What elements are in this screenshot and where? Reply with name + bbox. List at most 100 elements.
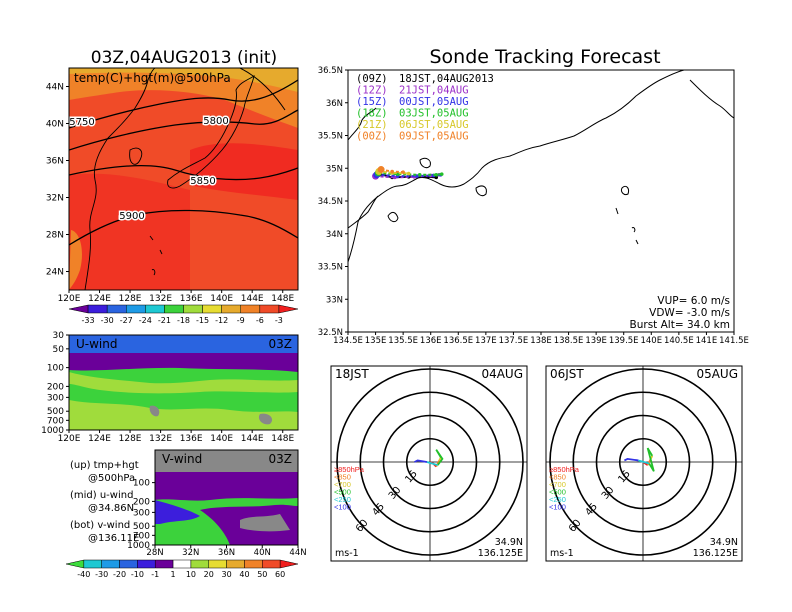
hodo-trace-4 (426, 461, 438, 466)
hodo-level-label: <500 (334, 488, 351, 497)
colorbar-swatch (259, 304, 280, 314)
legend-code: (21Z) (356, 119, 388, 131)
hodo-unit: ms-1 (550, 548, 574, 559)
colorbar-label: -9 (237, 316, 245, 325)
colorbar-label: -12 (215, 316, 228, 325)
track-point (401, 170, 405, 174)
track-lon-tick-label: 141E (696, 336, 718, 346)
track-lon-tick-label: 138.5E (554, 336, 584, 346)
uwind-field-light (69, 372, 298, 394)
hodo-level-label: <250 (549, 495, 566, 504)
vwind-x-tick-label: 44N (289, 548, 306, 558)
lon-tick-label: 140E (210, 294, 233, 304)
track-lat-ticks: 36.5N 36N 35.5N 35N 34.5N 34N 33.5N 33N 32.5N (318, 66, 348, 338)
wind-colorbar-swatch (172, 559, 192, 569)
uwind-x-tick-label: 144E (241, 434, 264, 444)
colorbar-label: -3 (275, 316, 283, 325)
contour-label-5800: 5800 (203, 116, 228, 127)
hodo-level-label: <850 (334, 473, 351, 482)
coast-izu-islands (615, 185, 639, 245)
hodo-trace-5 (623, 457, 639, 462)
hodo-time: 18JST (335, 367, 369, 381)
hodo-rings (546, 366, 742, 561)
uwind-x-tick-label: 140E (210, 434, 233, 444)
lat-tick-label: 44N (46, 83, 64, 93)
track-lon-tick-label: 141.5E (719, 336, 749, 346)
temp-field-band-6 (69, 68, 298, 128)
contour-5750 (69, 79, 298, 129)
wind-colorbar-label: 30 (222, 570, 232, 579)
track-lat-tick-label: 33N (326, 295, 343, 305)
vwind-y-tick-label: 200 (133, 497, 150, 507)
vwind-x-tick-label: 36N (218, 548, 235, 558)
note-mid-level: @34.86N (88, 503, 134, 514)
track-lon-tick-label: 135E (365, 336, 387, 346)
info-burst: Burst Alt= 34.0 km (630, 319, 730, 331)
wind-colorbar-swatch (190, 559, 210, 569)
lon-tick-label: 120E (58, 294, 81, 304)
colorbar-label: -24 (139, 316, 152, 325)
wind-colorbar-label: 20 (204, 570, 214, 579)
uwind-y-tick-label: 500 (47, 407, 64, 417)
hodo-level-label: <700 (549, 480, 566, 489)
uwind-frame (68, 334, 299, 431)
track-point (390, 169, 394, 174)
hodo-lat: 34.9N (710, 537, 738, 548)
wind-colorbar-swatch (208, 559, 227, 569)
legend-time: 00JST,05AUG (399, 96, 469, 108)
wind-colorbar-label: -20 (113, 570, 126, 579)
note-up-level: @500hPa (88, 473, 135, 484)
vwind-label: V-wind (162, 452, 202, 466)
lon-tick-label: 124E (88, 294, 111, 304)
contour-label-5850: 5850 (190, 176, 215, 187)
track-lon-tick-label: 138E (530, 336, 552, 346)
wind-colorbar-label: 1 (171, 570, 176, 579)
track-lon-tick-label: 134.5E (333, 336, 363, 346)
track-point (434, 173, 439, 177)
colorbar-label: -30 (101, 316, 114, 325)
wind-colorbar-swatch (101, 559, 120, 569)
track-lon-tick-label: 136.5E (443, 336, 473, 346)
temp-field-band-9 (69, 68, 298, 92)
legend-code: (12Z) (356, 85, 388, 97)
colorbar-swatch (106, 304, 127, 314)
track-map-bg (348, 70, 734, 332)
vwind-time: 03Z (269, 452, 293, 466)
temp-field-hot-south (69, 173, 190, 290)
track-lat-tick-label: 34N (326, 230, 343, 240)
wind-colorbar-swatch (119, 559, 138, 569)
temp-field-edge (69, 230, 82, 290)
note-bot-level: @136.11E (88, 533, 139, 544)
wind-colorbar-label: 40 (239, 570, 249, 579)
track-lat-tick-label: 36N (326, 99, 343, 109)
hodo-level-label: <250 (334, 495, 351, 504)
contour-5800 (69, 109, 298, 151)
lat-tick-label: 28N (46, 231, 64, 241)
colorbar-swatch (183, 304, 203, 314)
track-lat-tick-label: 34.5N (318, 197, 343, 207)
coast-kii (348, 195, 379, 229)
temp-field-hot (190, 143, 298, 200)
coast-korea (129, 147, 143, 165)
uwind-y-tick-label: 30 (53, 331, 65, 341)
hodo-level-label: <500 (549, 488, 566, 497)
vwind-y-tick-label: 500 (133, 522, 150, 532)
uwind-x-tick-label: 132E (149, 434, 172, 444)
wind-colorbar-swatch (262, 559, 281, 569)
uwind-y-tick-label: 100 (47, 364, 64, 374)
wind-colorbar-swatch (65, 559, 85, 569)
uwind-x-tick-label: 120E (58, 434, 81, 444)
lon-tick-label: 144E (241, 294, 264, 304)
lat-tick-label: 32N (46, 194, 64, 204)
track-lon-ticks: 134.5E 135E 135.5E 136E 136.5E 137E 137.5E 138E… (333, 332, 749, 346)
track-series (372, 166, 444, 180)
track-point (406, 171, 411, 176)
track-lon-tick-label: 136E (420, 336, 442, 346)
lat-tick-label: 36N (46, 157, 64, 167)
uwind-y-tick-label: 700 (47, 416, 64, 426)
hodo-lon: 136.125E (478, 548, 523, 559)
